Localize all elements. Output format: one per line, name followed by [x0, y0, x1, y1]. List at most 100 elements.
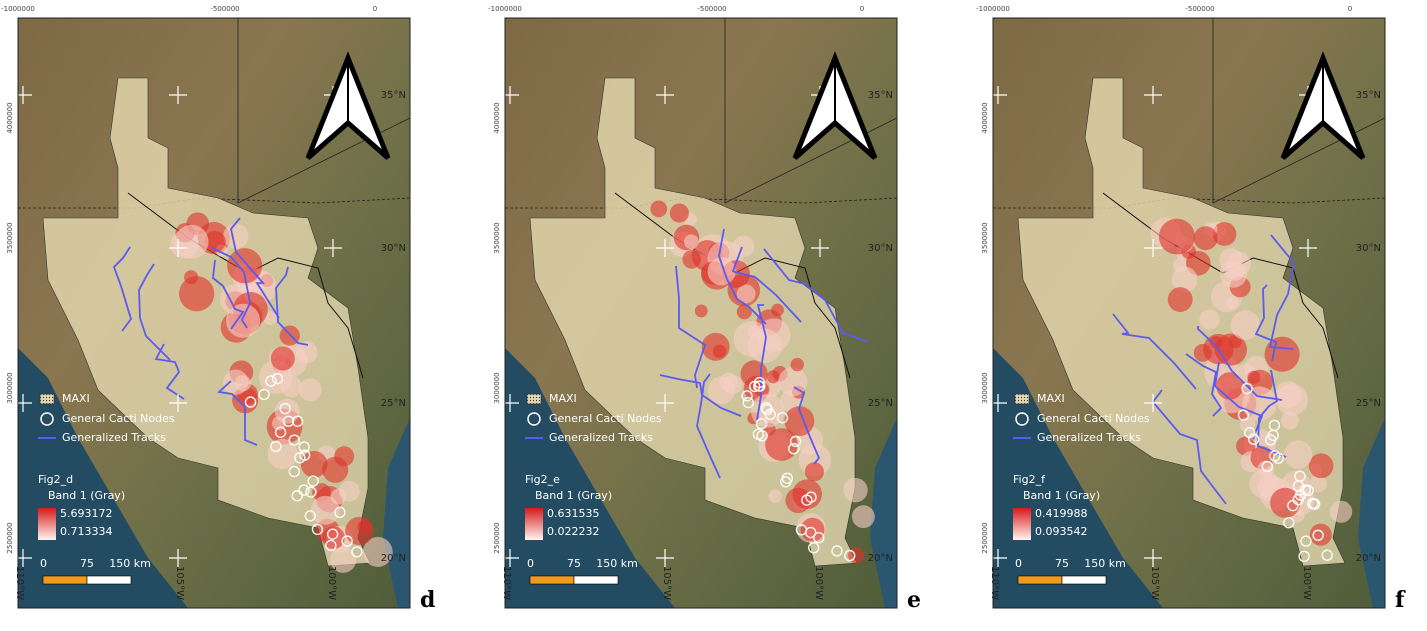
suitability-blob: [298, 378, 322, 402]
cacti-node: [1292, 480, 1305, 492]
cacti-node: [764, 408, 776, 420]
cacti-node: [244, 396, 257, 408]
legend-max: 5.693172: [60, 507, 113, 520]
map-frame: [992, 17, 1386, 609]
suitability-blob: [1264, 336, 1300, 372]
map-frame: [504, 17, 898, 609]
scale-label: 75: [80, 557, 94, 570]
suitability-blob: [785, 487, 811, 514]
cacti-node: [1261, 460, 1273, 473]
cacti-node: [1302, 484, 1314, 497]
cacti-node: [789, 435, 802, 448]
legend-min: 0.713334: [60, 525, 113, 538]
legend-layer: Fig2_f: [1013, 473, 1046, 486]
graticule-cross: [811, 239, 829, 257]
left-tick-label: 2500000: [6, 522, 14, 553]
graticule-cross: [656, 239, 674, 257]
cacti-node: [325, 539, 337, 552]
legend-band: Band 1 (Gray): [1023, 489, 1100, 502]
track: [112, 246, 132, 332]
top-tick-label: -1000000: [976, 5, 1010, 13]
latitude-label: 25°N: [868, 398, 893, 409]
suitability-blob: [765, 428, 798, 461]
legend-node-symbol: [40, 412, 54, 426]
cacti-node: [742, 397, 754, 409]
graticule-cross: [1144, 394, 1162, 412]
suitability-blob: [223, 223, 249, 249]
legend-max: 0.419988: [1035, 507, 1088, 520]
track: [230, 217, 280, 319]
suitability-blob: [357, 519, 372, 534]
cacti-node: [265, 375, 277, 387]
suitability-blob: [1212, 222, 1237, 246]
left-tick-label: 3500000: [6, 222, 14, 253]
cacti-node: [805, 526, 817, 539]
legend-maxi-swatch: [526, 393, 542, 405]
suitability-blob: [712, 344, 727, 358]
left-tick-label: 2500000: [493, 522, 501, 553]
legend-band: Band 1 (Gray): [535, 489, 612, 502]
track: [1268, 234, 1295, 350]
graticule-cross: [14, 394, 32, 412]
panel-letter: d: [420, 587, 435, 613]
suitability-blob: [843, 477, 868, 503]
suitability-blob: [1236, 436, 1256, 456]
scale-label: 75: [1055, 557, 1069, 570]
track: [1254, 284, 1278, 362]
legend-maxi-swatch: [39, 393, 55, 405]
graticule-cross: [1299, 239, 1317, 257]
suitability-blob: [234, 375, 252, 392]
top-tick-label: 0: [1348, 5, 1352, 13]
cacti-node: [311, 523, 324, 536]
ocean: [18, 348, 188, 608]
legend-ramp: [525, 508, 543, 540]
latitude-label: 25°N: [381, 398, 406, 409]
longitude-label: 110°W: [501, 566, 512, 600]
legend-item: MAXI: [549, 392, 577, 405]
suitability-blob: [330, 488, 347, 505]
suitability-blob: [267, 438, 298, 470]
graticule-cross: [989, 394, 1007, 412]
graticule-cross: [501, 394, 519, 412]
legend-item: General Cacti Nodes: [549, 412, 662, 425]
scale-bar-right: [1061, 575, 1107, 585]
suitability-blob: [732, 235, 755, 257]
suitability-blob: [184, 270, 199, 285]
suitability-blob: [300, 451, 328, 478]
cacti-node: [1321, 549, 1333, 561]
cacti-node: [304, 510, 316, 522]
suitability-blob: [768, 489, 783, 503]
suitability-blob: [1257, 460, 1275, 478]
suitability-blob: [1167, 287, 1193, 312]
left-tick-label: 4000000: [981, 102, 989, 133]
legend-ramp: [1013, 508, 1031, 540]
suitability-blob: [790, 357, 804, 372]
scale-label: 75: [567, 557, 581, 570]
track: [211, 247, 251, 329]
suitability-blob: [694, 304, 708, 318]
cacti-node: [781, 472, 794, 484]
panel-letter: f: [1395, 587, 1406, 613]
suitability-blob: [1247, 370, 1261, 384]
cacti-node: [291, 490, 303, 502]
graticule-cross: [501, 86, 519, 104]
map-panel: -1000000 -500000 0 4000000 3500000 3000000 250…: [1, 5, 435, 613]
longitude-label: 110°W: [989, 566, 1000, 600]
scale-bar-left: [1017, 575, 1063, 585]
suitability-blob: [1239, 417, 1256, 433]
cacti-node: [271, 373, 284, 385]
top-tick-label: -1000000: [488, 5, 522, 13]
suitability-blob: [1280, 411, 1299, 430]
suitability-blob: [1225, 296, 1239, 310]
map-frame: [17, 17, 411, 609]
cacti-node: [1287, 499, 1299, 512]
gulf: [1358, 418, 1385, 608]
top-tick-label: 0: [373, 5, 377, 13]
suitability-blob: [1309, 523, 1332, 546]
legend-layer: Fig2_e: [525, 473, 560, 486]
left-tick-label: 4000000: [493, 102, 501, 133]
suitability-blob: [310, 495, 340, 525]
track: [275, 266, 309, 346]
track: [154, 343, 185, 400]
